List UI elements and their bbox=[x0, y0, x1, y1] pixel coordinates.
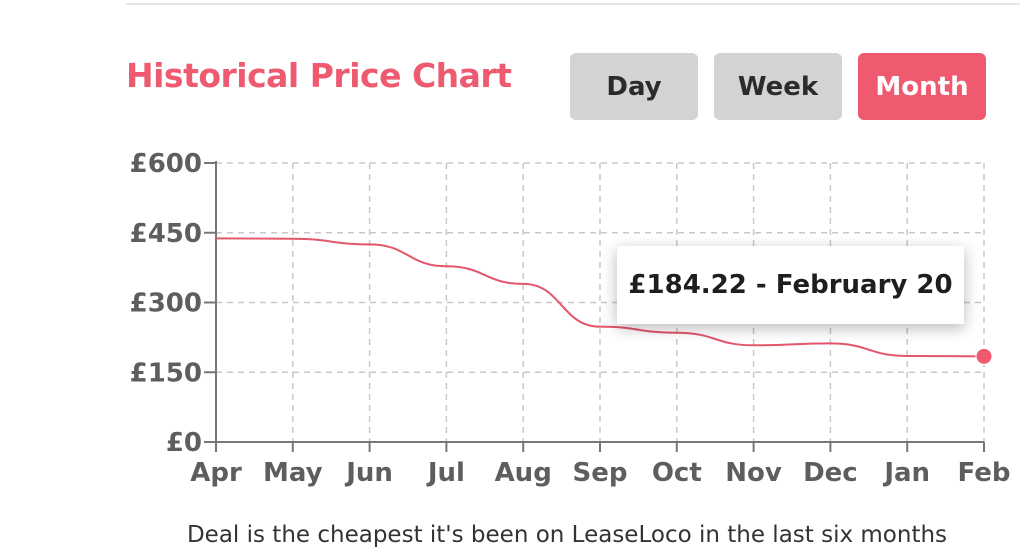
y-tick-label: £300 bbox=[130, 289, 202, 319]
highlight-point bbox=[975, 347, 993, 365]
chart-title: Historical Price Chart bbox=[126, 56, 512, 95]
y-tick-label: £150 bbox=[130, 358, 202, 388]
x-tick-label: Jun bbox=[344, 458, 393, 488]
x-tick-label: May bbox=[263, 458, 323, 488]
x-tick-label: Sep bbox=[573, 458, 628, 488]
x-tick-label: Oct bbox=[652, 458, 702, 488]
chart-axes bbox=[204, 161, 985, 452]
chart-tick-labels: £0 £150 £300 £450 £600 Apr May Jun Jul Aug Sep Oct N… bbox=[130, 149, 1011, 488]
y-tick-label: £0 bbox=[166, 428, 202, 458]
chart-series bbox=[215, 237, 993, 365]
day-button[interactable]: Day bbox=[570, 53, 698, 120]
y-tick-label: £600 bbox=[130, 149, 202, 179]
x-tick-label: Apr bbox=[190, 458, 242, 488]
footer-note: Deal is the cheapest it's been on LeaseL… bbox=[186, 522, 948, 548]
y-tick-label: £450 bbox=[130, 219, 202, 249]
week-button[interactable]: Week bbox=[714, 53, 842, 120]
x-tick-label: Nov bbox=[725, 458, 782, 488]
x-tick-label: Jul bbox=[426, 458, 465, 488]
price-line bbox=[215, 237, 985, 358]
x-tick-label: Aug bbox=[495, 458, 552, 488]
price-tooltip: £184.22 - February 20 bbox=[617, 246, 964, 324]
x-tick-label: Dec bbox=[803, 458, 858, 488]
x-tick-label: Feb bbox=[958, 458, 1011, 488]
month-button[interactable]: Month bbox=[858, 53, 986, 120]
price-chart: £0 £150 £300 £450 £600 Apr May Jun Jul Aug Sep Oct N… bbox=[130, 149, 1011, 488]
x-tick-label: Jan bbox=[882, 458, 930, 488]
top-divider bbox=[126, 3, 1020, 5]
